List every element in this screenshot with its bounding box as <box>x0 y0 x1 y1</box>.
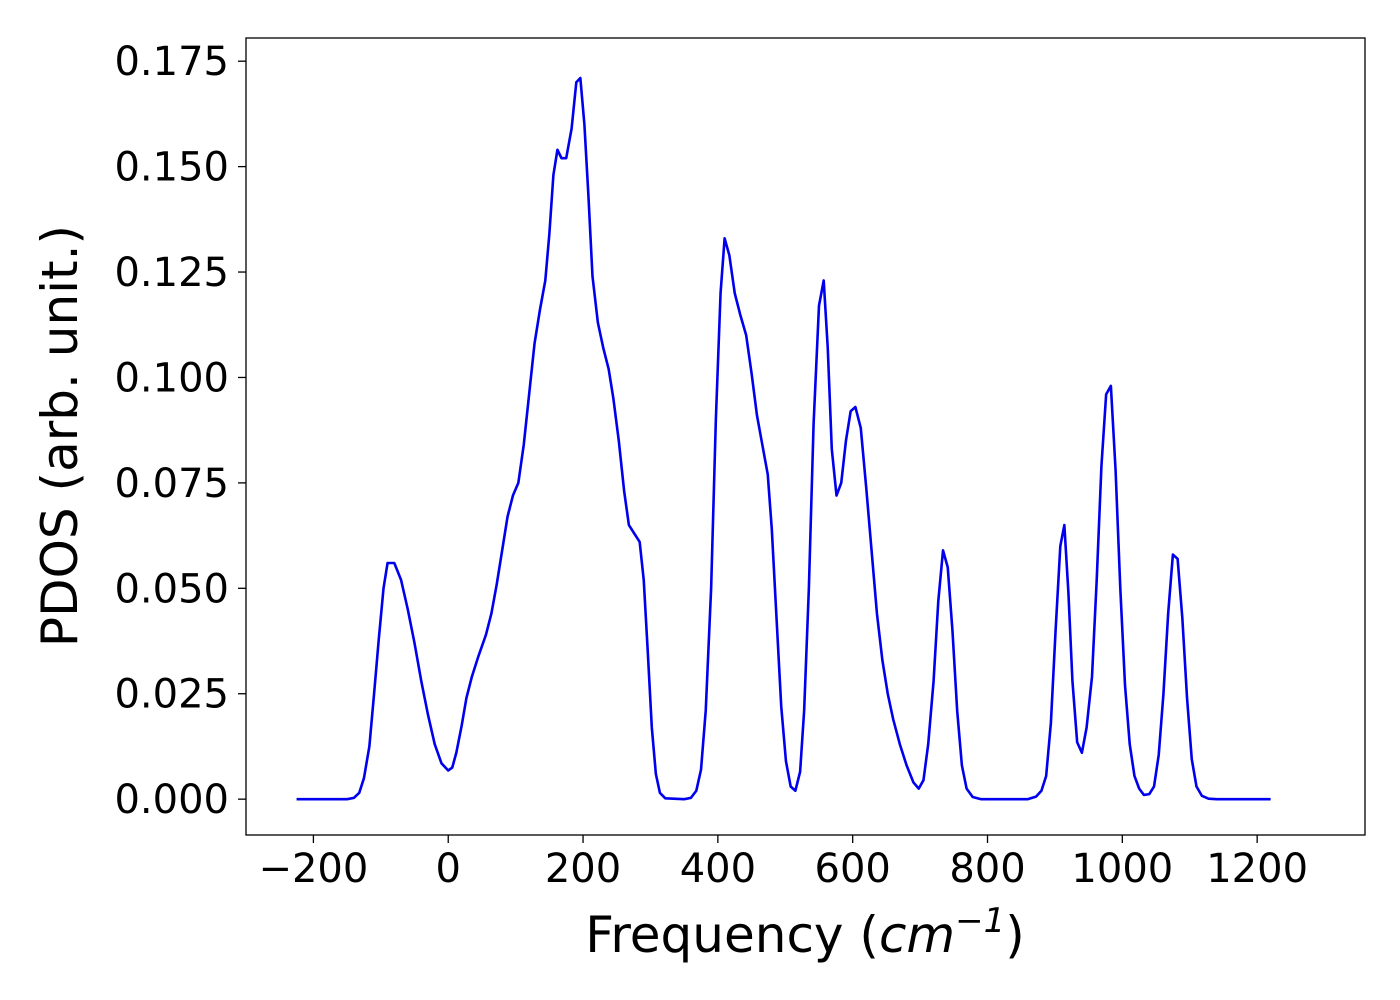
y-ticks: 0.000 0.025 0.050 0.075 0.100 0.125 0.150 0.175 <box>114 39 246 823</box>
x-tick-label: 800 <box>949 846 1025 892</box>
plot-frame <box>245 37 1366 836</box>
x-axis-label: Frequency (cm−1) <box>585 901 1025 964</box>
x-ticks: −200 0 200 400 600 800 1000 1200 <box>258 835 1308 892</box>
y-tick-label: 0.175 <box>114 39 229 85</box>
x-tick-label: 400 <box>680 846 756 892</box>
y-tick-label: 0.150 <box>114 145 229 191</box>
x-tick-label: 1200 <box>1206 846 1308 892</box>
y-tick-label: 0.100 <box>114 355 229 401</box>
x-tick-label: −200 <box>258 846 368 892</box>
x-tick-label: 0 <box>436 846 461 892</box>
x-tick-label: 1000 <box>1071 846 1173 892</box>
x-tick-label: 600 <box>815 846 891 892</box>
y-tick-label: 0.025 <box>114 672 229 718</box>
y-tick-label: 0.125 <box>114 250 229 296</box>
pdos-series-line <box>296 76 1271 801</box>
x-tick-label: 200 <box>545 846 621 892</box>
y-tick-label: 0.000 <box>114 777 229 823</box>
y-axis-label: PDOS (arb. unit.) <box>31 225 89 647</box>
y-tick-label: 0.075 <box>114 461 229 507</box>
y-tick-label: 0.050 <box>114 566 229 612</box>
series-layer <box>296 76 1271 801</box>
